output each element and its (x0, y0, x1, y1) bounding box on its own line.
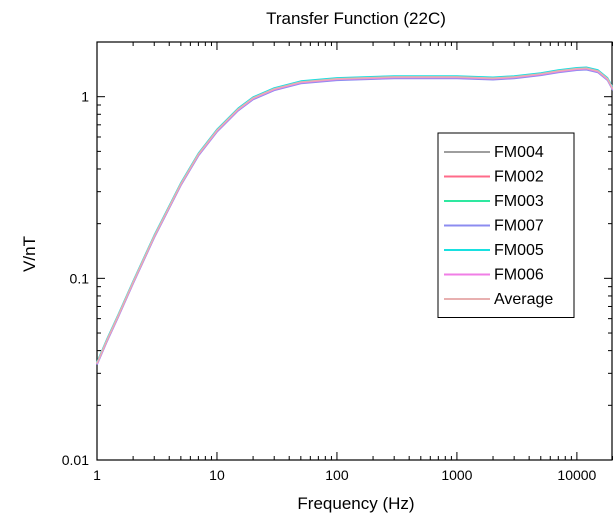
legend-label: FM006 (494, 267, 544, 284)
axis-ticks (96, 41, 613, 461)
legend-label: Average (494, 291, 553, 308)
legend-label: FM004 (494, 144, 544, 161)
series-lines (96, 66, 613, 365)
x-tick-label: 1000 (441, 467, 472, 483)
plot-frame (96, 41, 613, 461)
y-axis-label: V/nT (20, 236, 39, 272)
legend-label: FM007 (494, 218, 544, 235)
x-tick-label: 1 (93, 467, 101, 483)
x-tick-label: 100 (325, 467, 349, 483)
x-tick-label: 10 (209, 467, 225, 483)
legend-label: FM003 (494, 193, 544, 210)
y-tick-label: 0.1 (70, 270, 90, 286)
axis-tick-labels: 1 10 100 1000 10000 0.01 0.1 1 (62, 89, 597, 483)
legend-label: FM005 (494, 242, 544, 259)
x-axis-label: Frequency (Hz) (297, 494, 414, 513)
series-line-average (96, 67, 613, 364)
chart-title: Transfer Function (22C) (266, 9, 446, 28)
x-tick-label: 10000 (557, 467, 596, 483)
legend: FM004 FM002 FM003 FM007 FM005 FM006 Average (437, 132, 575, 318)
y-tick-label: 0.01 (62, 452, 89, 468)
legend-label: FM002 (494, 169, 544, 186)
y-tick-label: 1 (81, 89, 89, 105)
